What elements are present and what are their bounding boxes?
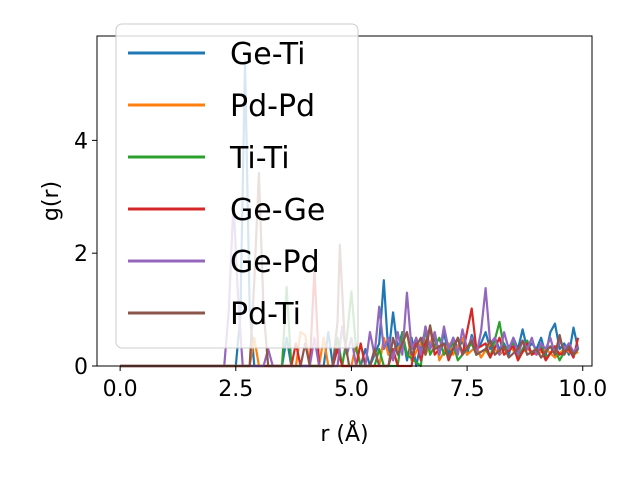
y-tick-label: 0 bbox=[74, 355, 88, 380]
x-axis-label: r (Å) bbox=[320, 420, 368, 447]
legend-label: Ti-Ti bbox=[229, 141, 290, 176]
x-tick-label: 2.5 bbox=[218, 377, 253, 402]
legend-label: Ge-Pd bbox=[230, 245, 320, 280]
y-axis-label: g(r) bbox=[39, 181, 64, 221]
x-tick-label: 7.5 bbox=[450, 377, 485, 402]
legend-label: Ge-Ge bbox=[230, 193, 325, 228]
x-tick-label: 0.0 bbox=[103, 377, 138, 402]
y-tick-label: 4 bbox=[74, 129, 88, 154]
y-axis-ticks: 0 2 4 bbox=[74, 129, 97, 380]
legend: Ge-Ti Pd-Pd Ti-Ti Ge-Ge Ge-Pd Pd-Ti bbox=[115, 23, 359, 349]
legend-label: Pd-Pd bbox=[230, 89, 315, 124]
y-tick-label: 2 bbox=[74, 242, 88, 267]
x-tick-label: 10.0 bbox=[558, 377, 607, 402]
legend-label: Ge-Ti bbox=[230, 37, 306, 72]
legend-label: Pd-Ti bbox=[230, 297, 301, 332]
x-tick-label: 5.0 bbox=[334, 377, 369, 402]
x-axis-ticks: 0.0 2.5 5.0 7.5 10.0 bbox=[103, 366, 607, 402]
